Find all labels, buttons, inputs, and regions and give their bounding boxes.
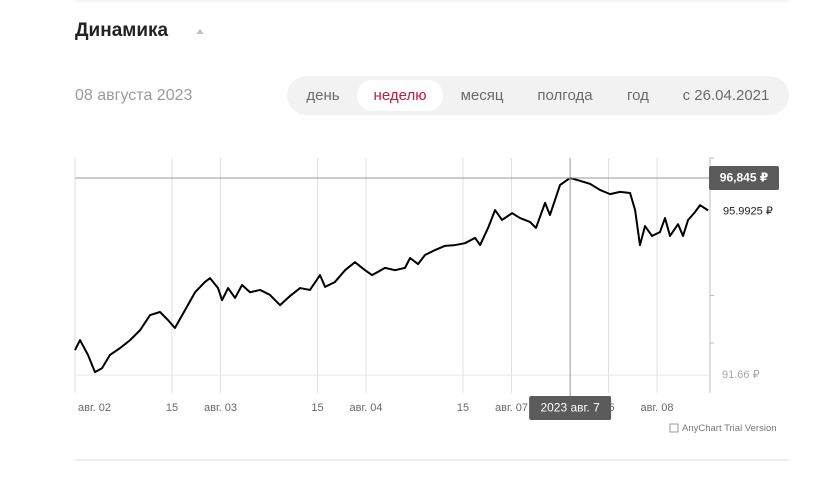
crosshair-y-label: 96,845 ₽ [720, 171, 768, 185]
tab[interactable]: день [306, 87, 339, 104]
x-tick-label: авг. 08 [641, 402, 674, 414]
crosshair-x-label: 2023 авг. 7 [540, 401, 600, 415]
crosshair-x-box [529, 396, 612, 420]
x-tick-label: авг. 03 [204, 402, 237, 414]
section-title: Динамика [75, 20, 169, 41]
collapse-caret[interactable] [196, 29, 204, 34]
tab-group: день неделю месяц полгода год с 26.04.2021 [306, 80, 769, 111]
x-tick-label: 15 [457, 402, 469, 414]
last-value-label: 95.9925 ₽ [723, 205, 773, 217]
x-tick-label: авг. 02 [78, 402, 111, 414]
date-label: 08 августа 2023 [75, 87, 192, 104]
tab-active-bg[interactable] [357, 80, 443, 111]
tab[interactable]: год [627, 87, 649, 104]
x-tick-label: авг. 07 [495, 402, 528, 414]
x-tick-label: авг. 04 [350, 402, 383, 414]
tab[interactable]: неделю [374, 87, 427, 104]
x-tick-label: 15 [166, 402, 178, 414]
x-tick-label: 15 [311, 402, 323, 414]
y-tick-label: 91.66 ₽ [722, 369, 760, 381]
credit: AnyChart Trial Version [682, 423, 777, 434]
price-line [74, 176, 709, 374]
tab[interactable]: полгода [537, 87, 593, 104]
credit-icon [669, 423, 679, 433]
tab[interactable]: с 26.04.2021 [683, 87, 770, 104]
tab[interactable]: месяц [461, 87, 504, 104]
crosshair-y-box [709, 165, 779, 190]
